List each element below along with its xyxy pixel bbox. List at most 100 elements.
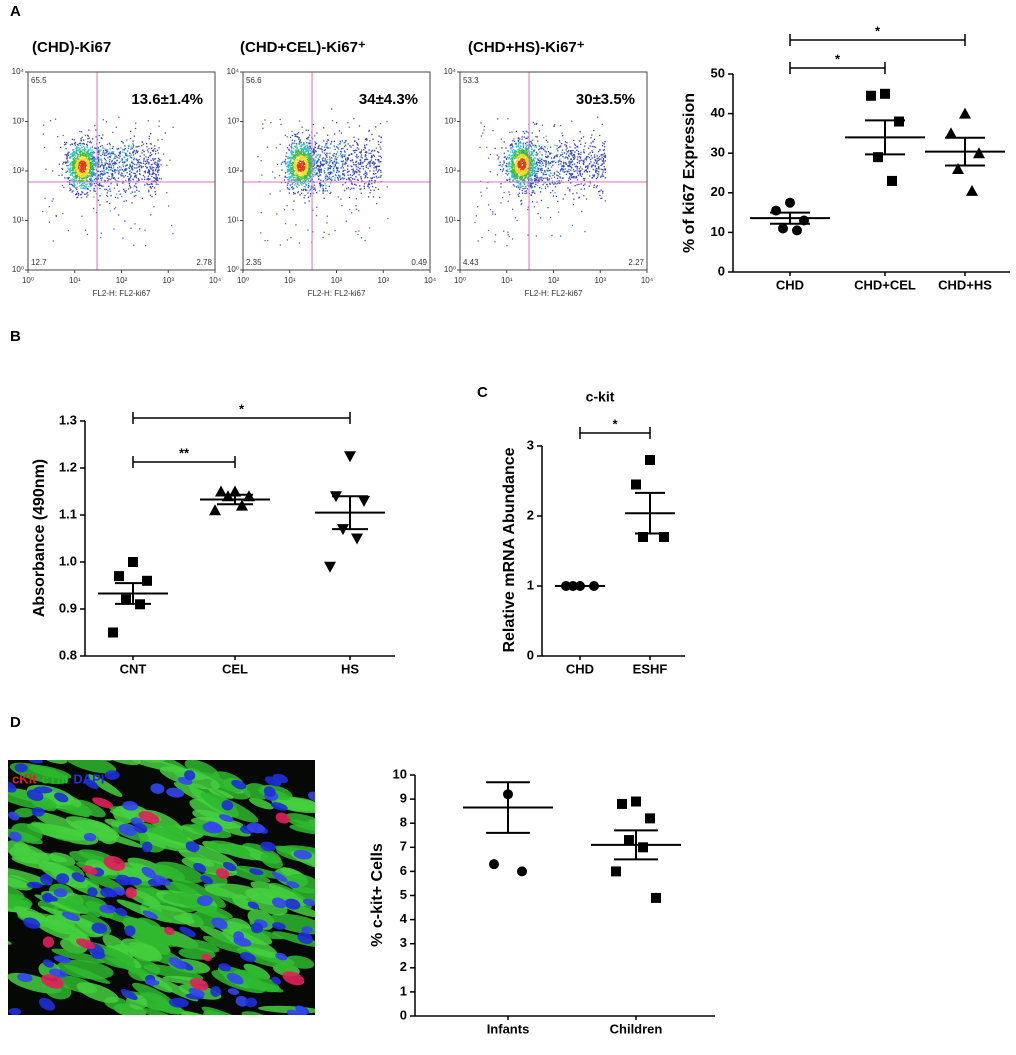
event-dot (333, 168, 334, 169)
event-dot (552, 161, 553, 162)
event-dot (519, 138, 520, 139)
event-dot (537, 185, 538, 186)
event-dot (533, 151, 534, 152)
event-dot (581, 183, 582, 184)
y-tick-label: 10⁰ (12, 265, 24, 274)
event-dot (365, 154, 366, 155)
event-dot (113, 228, 114, 229)
event-dot (571, 167, 572, 168)
event-dot (93, 156, 94, 157)
event-dot (148, 151, 149, 152)
event-dot (93, 208, 94, 209)
event-dot (325, 149, 326, 150)
event-dot (344, 175, 345, 176)
event-dot (514, 173, 515, 174)
event-dot (344, 154, 345, 155)
event-dot (43, 134, 44, 135)
event-dot (541, 177, 542, 178)
event-dot (116, 127, 117, 128)
event-dot (138, 159, 139, 160)
event-dot (152, 158, 153, 159)
event-dot (118, 172, 119, 173)
event-dot (103, 165, 104, 166)
event-dot (560, 145, 561, 146)
event-dot (591, 142, 592, 143)
event-dot (537, 140, 538, 141)
event-dot (504, 162, 505, 163)
event-dot (571, 154, 572, 155)
event-dot (338, 149, 339, 150)
event-dot (53, 198, 54, 199)
event-dot (536, 166, 537, 167)
event-dot (93, 188, 94, 189)
event-dot (502, 197, 503, 198)
x-tick-label: 10¹ (284, 276, 296, 285)
event-dot (515, 154, 516, 155)
event-dot (157, 184, 158, 185)
event-dot (44, 198, 45, 199)
event-dot (599, 135, 600, 136)
event-dot (284, 179, 285, 180)
event-dot (87, 147, 88, 148)
event-dot (570, 151, 571, 152)
event-dot (99, 188, 100, 189)
event-dot (380, 137, 381, 138)
event-dot (151, 143, 152, 144)
event-dot (300, 142, 301, 143)
event-dot (570, 175, 571, 176)
event-dot (544, 170, 545, 171)
event-dot (91, 180, 92, 181)
event-dot (325, 158, 326, 159)
event-dot (131, 154, 132, 155)
event-dot (313, 149, 314, 150)
event-dot (290, 137, 291, 138)
event-dot (584, 180, 585, 181)
event-dot (118, 178, 119, 179)
event-dot (66, 165, 67, 166)
event-dot (535, 145, 536, 146)
event-dot (70, 189, 71, 190)
event-dot (122, 175, 123, 176)
event-dot (564, 152, 565, 153)
event-dot (561, 161, 562, 162)
event-dot (158, 147, 159, 148)
event-dot (366, 138, 367, 139)
event-dot (58, 175, 59, 176)
event-dot (307, 154, 308, 155)
event-dot (598, 151, 599, 152)
event-dot (122, 169, 123, 170)
event-dot (155, 194, 156, 195)
event-dot (83, 187, 84, 188)
event-dot (77, 197, 78, 198)
event-dot (101, 162, 102, 163)
event-dot (305, 151, 306, 152)
event-dot (101, 173, 102, 174)
event-dot (338, 175, 339, 176)
event-dot (308, 149, 309, 150)
event-dot (303, 150, 304, 151)
event-dot (553, 195, 554, 196)
event-dot (549, 183, 550, 184)
event-dot (150, 167, 151, 168)
event-dot (107, 196, 108, 197)
event-dot (52, 170, 53, 171)
event-dot (526, 150, 527, 151)
event-dot (110, 195, 111, 196)
event-dot (534, 206, 535, 207)
event-dot (114, 158, 115, 159)
event-dot (575, 170, 576, 171)
event-dot (321, 172, 322, 173)
event-dot (342, 177, 343, 178)
event-dot (141, 162, 142, 163)
event-dot (524, 183, 525, 184)
event-dot (94, 125, 95, 126)
event-dot (342, 161, 343, 162)
event-dot (72, 185, 73, 186)
event-dot (560, 177, 561, 178)
event-dot (517, 151, 518, 152)
event-dot (319, 166, 320, 167)
event-dot (154, 187, 155, 188)
event-dot (60, 147, 61, 148)
event-dot (541, 159, 542, 160)
event-dot (353, 137, 354, 138)
